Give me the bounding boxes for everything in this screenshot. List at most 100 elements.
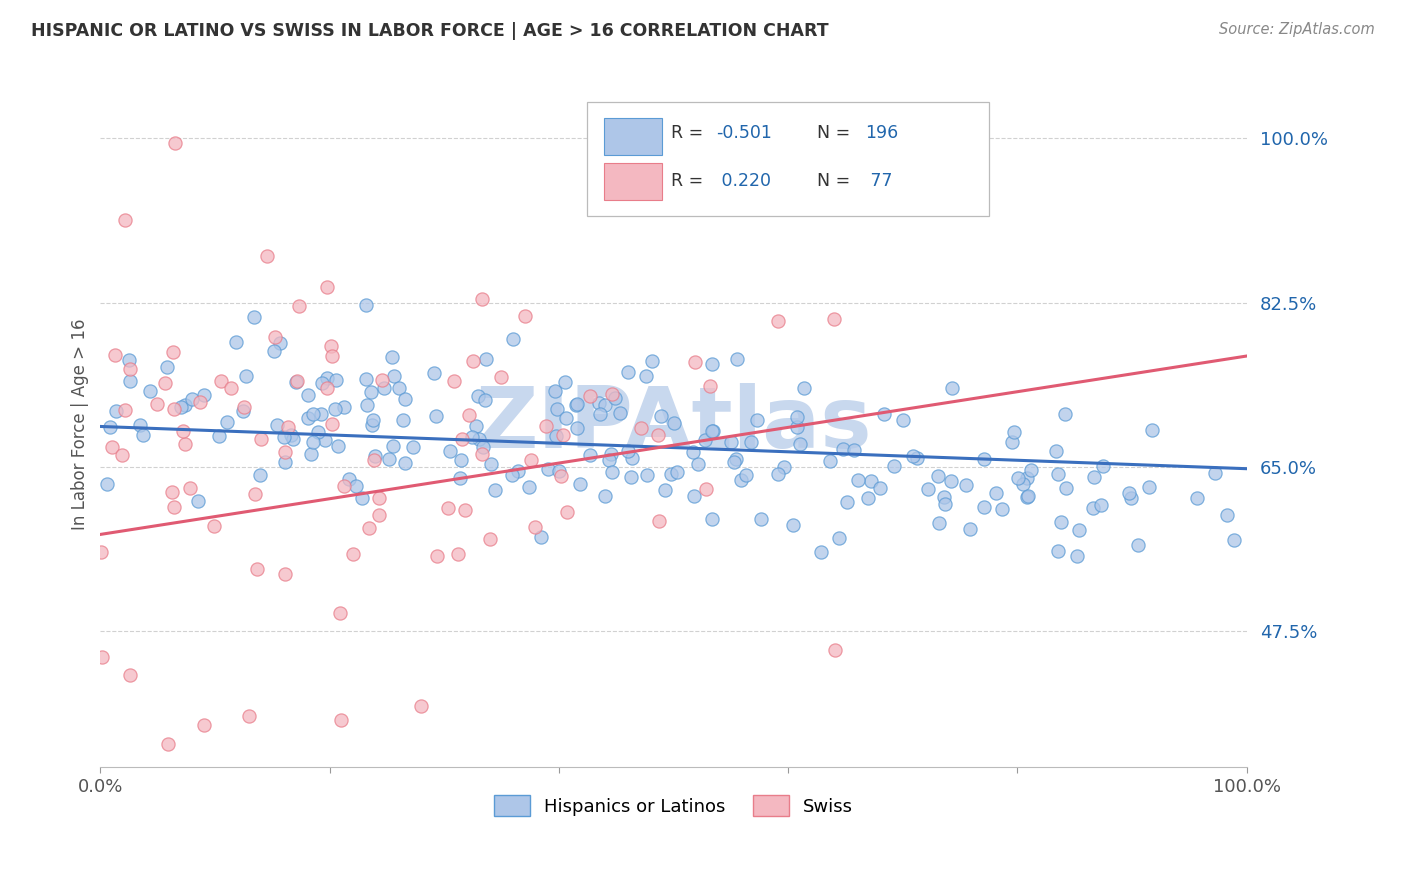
Text: N =: N = [817, 124, 855, 143]
Point [1000, 435, 1022, 450]
Point [636, 368, 658, 383]
Point [146, 397, 169, 411]
Legend: Hispanics or Latinos, Swiss: Hispanics or Latinos, Swiss [486, 788, 860, 823]
Point [120, 361, 142, 376]
Point [277, 420, 299, 434]
Point [725, 352, 748, 367]
Point [299, 447, 322, 461]
Point [411, 699, 433, 714]
Point [478, 532, 501, 546]
Point [467, 388, 489, 402]
Text: HISPANIC OR LATINO VS SWISS IN LABOR FORCE | AGE > 16 CORRELATION CHART: HISPANIC OR LATINO VS SWISS IN LABOR FOR… [31, 22, 828, 40]
Point [1119, 491, 1142, 505]
Point [702, 511, 724, 525]
Point [330, 714, 353, 728]
Point [356, 398, 378, 412]
Point [204, 518, 226, 533]
Point [450, 432, 472, 446]
Point [860, 475, 883, 489]
Point [457, 408, 479, 422]
Point [1002, 425, 1025, 439]
Point [617, 444, 640, 458]
Point [188, 394, 211, 409]
Point [235, 369, 257, 384]
Point [565, 398, 588, 412]
Text: R =: R = [671, 172, 709, 190]
Point [883, 458, 905, 473]
Point [471, 292, 494, 306]
FancyBboxPatch shape [603, 118, 662, 154]
Point [368, 491, 391, 506]
Point [554, 375, 576, 389]
Point [114, 402, 136, 417]
Point [350, 491, 373, 505]
Point [314, 433, 336, 447]
Point [578, 448, 600, 462]
Point [354, 298, 377, 312]
Point [249, 468, 271, 483]
Point [382, 439, 405, 453]
Text: 0.220: 0.220 [716, 172, 770, 190]
Point [546, 402, 568, 417]
Point [232, 404, 254, 418]
Point [489, 370, 512, 384]
Point [682, 444, 704, 458]
Point [219, 382, 242, 396]
Y-axis label: In Labor Force | Age > 16: In Labor Force | Age > 16 [72, 318, 89, 531]
Point [789, 437, 811, 451]
Point [128, 417, 150, 432]
Point [620, 450, 643, 465]
Point [232, 401, 254, 415]
Point [934, 497, 956, 511]
Point [325, 373, 347, 387]
Point [544, 384, 567, 399]
Point [307, 425, 329, 439]
Point [603, 391, 626, 405]
Point [337, 472, 360, 486]
Point [917, 482, 939, 496]
Point [831, 442, 853, 456]
Point [506, 464, 529, 478]
Point [501, 467, 523, 482]
Point [90, 545, 112, 559]
Point [665, 465, 688, 479]
Point [1017, 490, 1039, 504]
Point [555, 505, 578, 519]
Point [297, 411, 319, 425]
Point [170, 400, 193, 414]
Point [263, 343, 285, 358]
Point [447, 547, 470, 561]
Point [567, 421, 589, 435]
Point [264, 330, 287, 344]
Point [515, 309, 537, 323]
Point [544, 429, 567, 443]
Point [311, 376, 333, 391]
Point [810, 545, 832, 559]
Point [454, 502, 477, 516]
Point [342, 547, 364, 561]
Point [955, 477, 977, 491]
Point [114, 212, 136, 227]
Point [333, 479, 356, 493]
Point [1142, 423, 1164, 437]
Point [274, 445, 297, 459]
Point [439, 443, 461, 458]
Point [162, 345, 184, 359]
Point [1053, 407, 1076, 421]
Point [90, 650, 112, 665]
Point [1017, 489, 1039, 503]
Point [180, 392, 202, 406]
Point [321, 350, 343, 364]
Point [699, 379, 721, 393]
Point [118, 352, 141, 367]
Text: R =: R = [671, 124, 709, 143]
Point [702, 357, 724, 371]
Point [437, 500, 460, 515]
Point [905, 451, 928, 466]
Point [1091, 459, 1114, 474]
Point [990, 501, 1012, 516]
Point [484, 483, 506, 497]
Point [273, 430, 295, 444]
Point [284, 376, 307, 390]
Point [647, 427, 669, 442]
